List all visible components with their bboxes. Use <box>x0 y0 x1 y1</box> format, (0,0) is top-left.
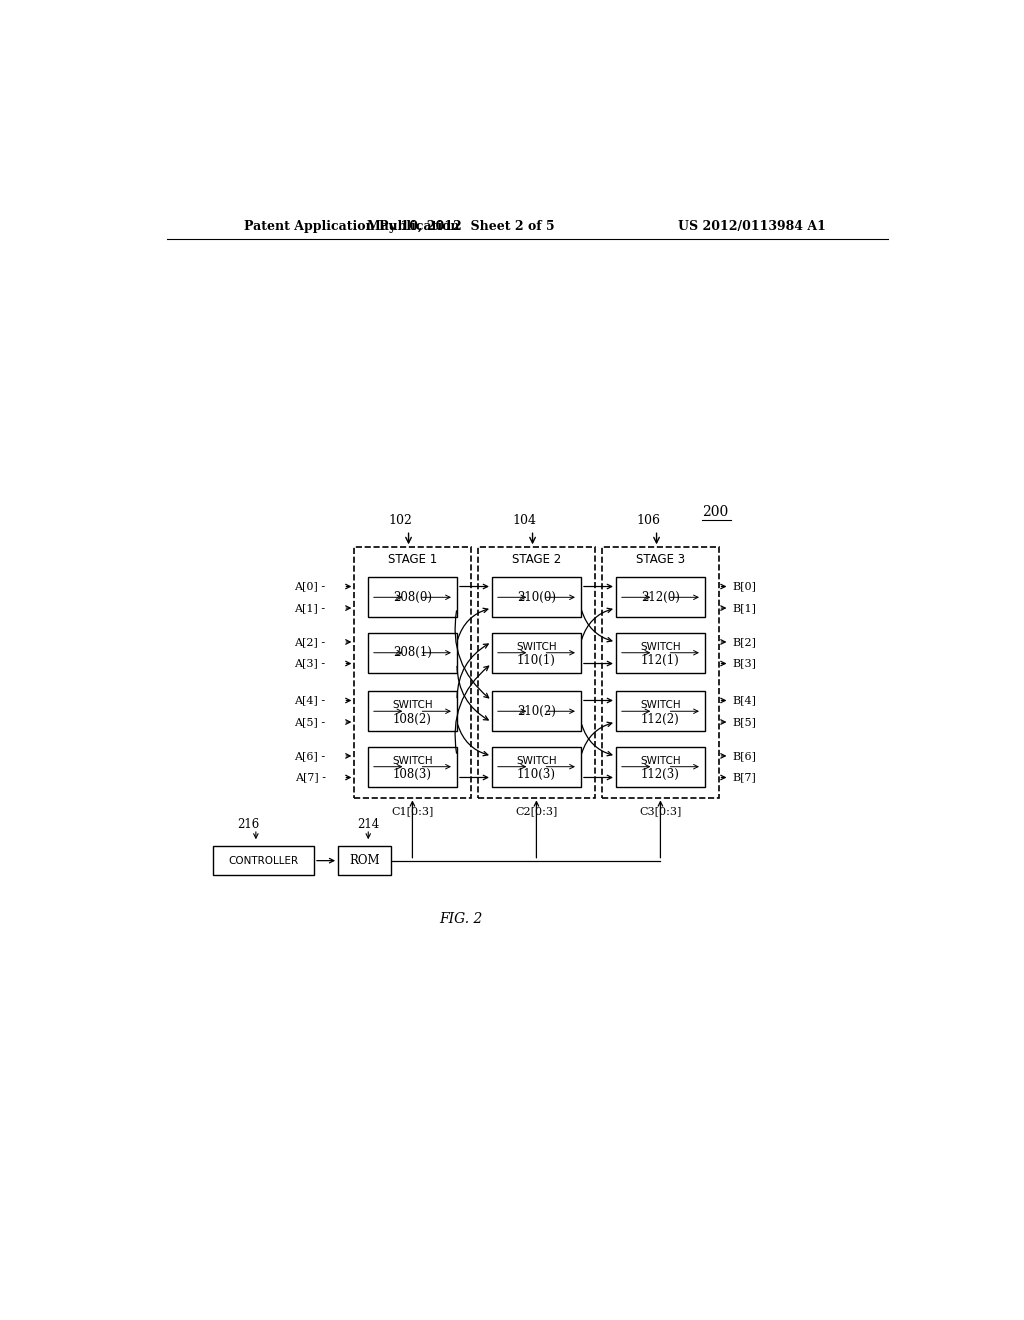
Text: B[1]: B[1] <box>732 603 757 612</box>
Text: 106: 106 <box>637 513 660 527</box>
Text: 214: 214 <box>357 818 379 832</box>
Text: 112(3): 112(3) <box>641 768 680 781</box>
Text: 208(1): 208(1) <box>393 647 432 659</box>
Text: STAGE 3: STAGE 3 <box>636 553 685 566</box>
Text: A[2] -: A[2] - <box>295 638 326 647</box>
Text: SWITCH: SWITCH <box>392 700 433 710</box>
Bar <box>492 632 581 673</box>
Text: A[4] -: A[4] - <box>295 696 326 705</box>
Text: CONTROLLER: CONTROLLER <box>228 855 299 866</box>
Text: 110(3): 110(3) <box>517 768 556 781</box>
Bar <box>478 548 595 797</box>
Text: 108(3): 108(3) <box>393 768 432 781</box>
Text: SWITCH: SWITCH <box>516 642 557 652</box>
Text: A[0] -: A[0] - <box>295 582 326 591</box>
Text: A[5] -: A[5] - <box>295 717 326 727</box>
Text: B[2]: B[2] <box>732 638 757 647</box>
Text: SWITCH: SWITCH <box>640 700 681 710</box>
Text: A[6] -: A[6] - <box>295 751 326 760</box>
Bar <box>615 577 705 618</box>
Bar <box>492 577 581 618</box>
Text: B[3]: B[3] <box>732 659 757 668</box>
Text: 104: 104 <box>513 513 537 527</box>
Text: 112(2): 112(2) <box>641 713 680 726</box>
Text: SWITCH: SWITCH <box>640 755 681 766</box>
Text: A[7] -: A[7] - <box>295 772 326 783</box>
Bar <box>615 632 705 673</box>
Text: STAGE 2: STAGE 2 <box>512 553 561 566</box>
Bar <box>368 577 457 618</box>
Bar <box>368 747 457 787</box>
Text: 110(1): 110(1) <box>517 653 556 667</box>
Text: B[7]: B[7] <box>732 772 757 783</box>
Bar <box>368 692 457 731</box>
Text: B[5]: B[5] <box>732 717 757 727</box>
Bar <box>492 747 581 787</box>
Text: Patent Application Publication: Patent Application Publication <box>245 219 460 232</box>
Bar <box>368 632 457 673</box>
Bar <box>213 846 314 875</box>
Text: A[1] -: A[1] - <box>295 603 326 612</box>
Text: 200: 200 <box>702 504 728 519</box>
Bar <box>602 548 719 797</box>
Text: A[3] -: A[3] - <box>295 659 326 668</box>
Text: 108(2): 108(2) <box>393 713 432 726</box>
Text: SWITCH: SWITCH <box>392 755 433 766</box>
Text: SWITCH: SWITCH <box>516 755 557 766</box>
Text: B[0]: B[0] <box>732 582 757 591</box>
Bar <box>615 747 705 787</box>
Text: STAGE 1: STAGE 1 <box>388 553 437 566</box>
Bar <box>338 846 391 875</box>
Text: C3[0:3]: C3[0:3] <box>639 807 682 816</box>
Text: B[6]: B[6] <box>732 751 757 760</box>
Text: 208(0): 208(0) <box>393 591 432 603</box>
Text: 210(2): 210(2) <box>517 705 556 718</box>
Text: 212(0): 212(0) <box>641 591 680 603</box>
Text: 112(1): 112(1) <box>641 653 680 667</box>
Text: 216: 216 <box>237 818 259 832</box>
Text: B[4]: B[4] <box>732 696 757 705</box>
Text: US 2012/0113984 A1: US 2012/0113984 A1 <box>678 219 825 232</box>
Bar <box>492 692 581 731</box>
Text: C1[0:3]: C1[0:3] <box>391 807 433 816</box>
Bar <box>354 548 471 797</box>
Text: 210(0): 210(0) <box>517 591 556 603</box>
Text: 102: 102 <box>389 513 413 527</box>
Text: SWITCH: SWITCH <box>640 642 681 652</box>
Bar <box>615 692 705 731</box>
Text: ROM: ROM <box>349 854 380 867</box>
Text: FIG. 2: FIG. 2 <box>439 912 483 927</box>
Text: May 10, 2012  Sheet 2 of 5: May 10, 2012 Sheet 2 of 5 <box>368 219 555 232</box>
Text: C2[0:3]: C2[0:3] <box>515 807 558 816</box>
